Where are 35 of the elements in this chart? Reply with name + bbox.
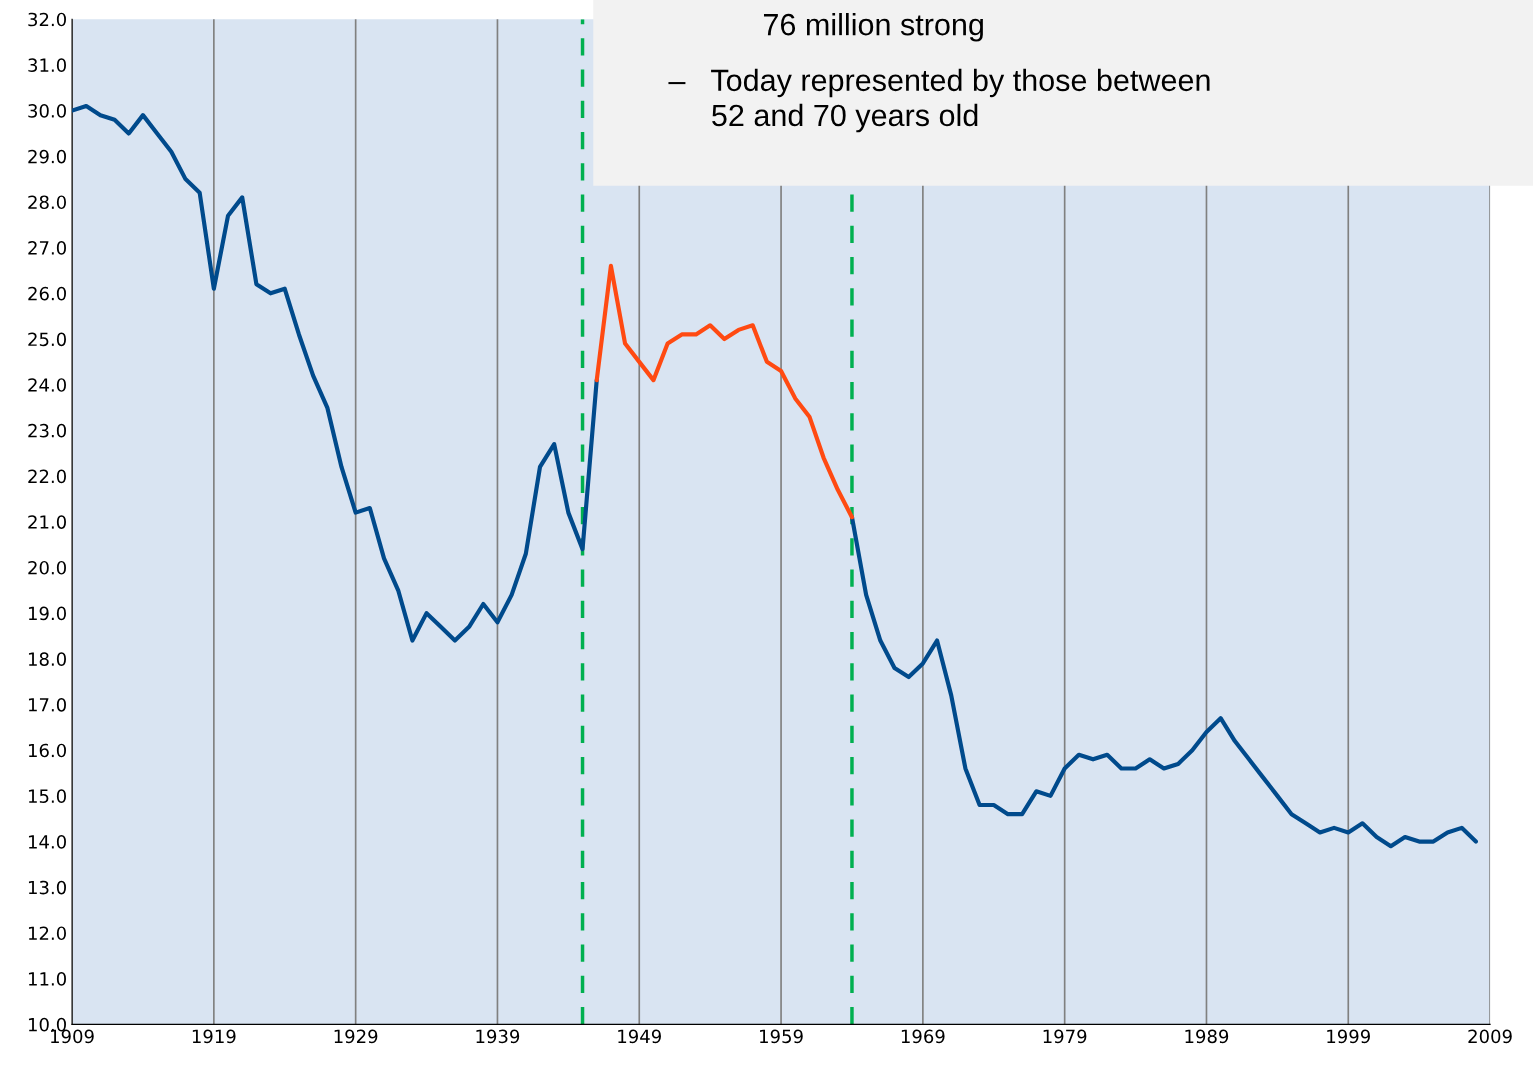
x-tick-label: 1939: [476, 1029, 520, 1044]
y-tick-label: 27.0: [28, 241, 66, 255]
y-tick-label: 19.0: [28, 606, 66, 621]
y-tick-label: 32.0: [28, 12, 66, 27]
y-tick-label: 16.0: [28, 743, 66, 758]
y-tick-label: 18.0: [28, 652, 66, 666]
x-tick-label: 1979: [1043, 1029, 1087, 1044]
y-tick-label: 13.0: [28, 880, 66, 895]
x-tick-label: 1919: [192, 1029, 236, 1044]
y-tick-label: 17.0: [28, 697, 66, 712]
x-tick-label: 1929: [334, 1029, 378, 1044]
y-tick-label: 28.0: [28, 195, 66, 210]
y-tick-label: 24.0: [28, 378, 66, 392]
y-tick-label: 22.0: [28, 469, 66, 484]
y-tick-label: 15.0: [28, 789, 66, 803]
y-tick-label: 25.0: [28, 332, 66, 347]
y-tick-label: 29.0: [28, 149, 66, 164]
annotation: 76 million strong: [763, 13, 983, 42]
y-tick-label: 12.0: [28, 926, 66, 941]
y-tick-label: 30.0: [28, 104, 66, 118]
y-tick-label: 20.0: [28, 560, 66, 575]
y-tick-label: 26.0: [28, 286, 66, 301]
y-tick-label: 21.0: [28, 515, 66, 529]
annotation: – Today represented by those between 52 and 70 years old: [668, 68, 1210, 133]
y-tick-label: 31.0: [28, 58, 66, 73]
y-tick-label: 11.0: [28, 972, 66, 986]
x-tick-label: 1959: [760, 1029, 803, 1044]
line-series: [594, 263, 855, 520]
x-tick-label: 1989: [1185, 1029, 1229, 1044]
x-tick-label: 1949: [618, 1029, 661, 1044]
x-tick-label: 1969: [901, 1029, 945, 1044]
y-tick-label: 23.0: [28, 423, 66, 438]
x-tick-label: 2009: [1468, 1029, 1512, 1044]
x-tick-label: 1999: [1327, 1029, 1370, 1044]
y-tick-label: 14.0: [28, 835, 66, 849]
